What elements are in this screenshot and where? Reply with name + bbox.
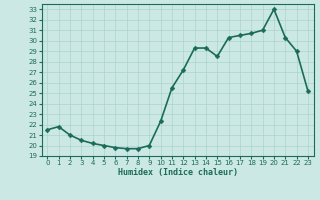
X-axis label: Humidex (Indice chaleur): Humidex (Indice chaleur) (118, 168, 237, 177)
